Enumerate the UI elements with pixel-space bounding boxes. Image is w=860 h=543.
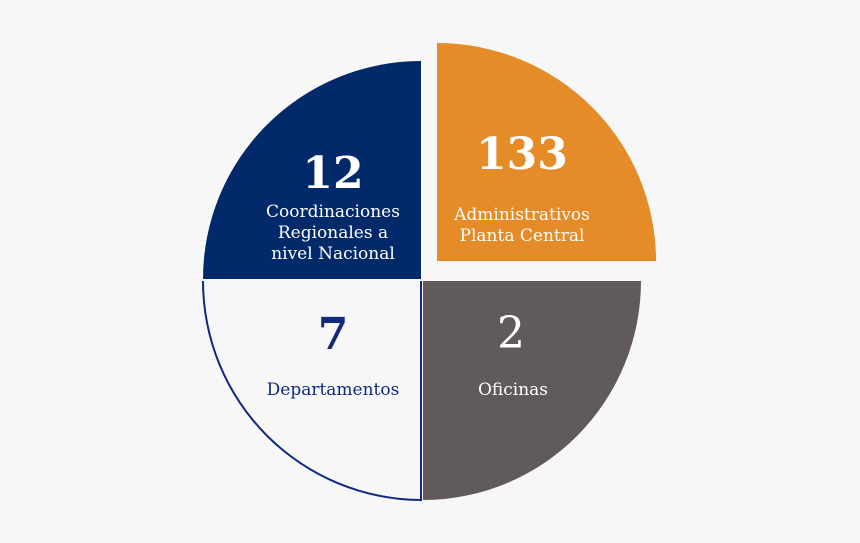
- administrativos-label-line2: Planta Central: [459, 226, 585, 246]
- departamentos-value: 7: [317, 309, 349, 360]
- coordinaciones-label-line2: Regionales a: [277, 223, 389, 243]
- administrativos-label-line1: Administrativos: [454, 205, 590, 225]
- coordinaciones-value: 12: [302, 148, 364, 199]
- coordinaciones-label: Coordinaciones Regionales a nivel Nacion…: [243, 202, 423, 265]
- oficinas-value: 2: [497, 308, 525, 359]
- departamentos-label: Departamentos: [266, 380, 400, 400]
- administrativos-label: Administrativos Planta Central: [432, 205, 612, 247]
- coordinaciones-label-line1: Coordinaciones: [266, 202, 400, 222]
- coordinaciones-label-line3: nivel Nacional: [271, 244, 395, 264]
- administrativos-value: 133: [476, 129, 568, 180]
- oficinas-label: Oficinas: [477, 380, 549, 400]
